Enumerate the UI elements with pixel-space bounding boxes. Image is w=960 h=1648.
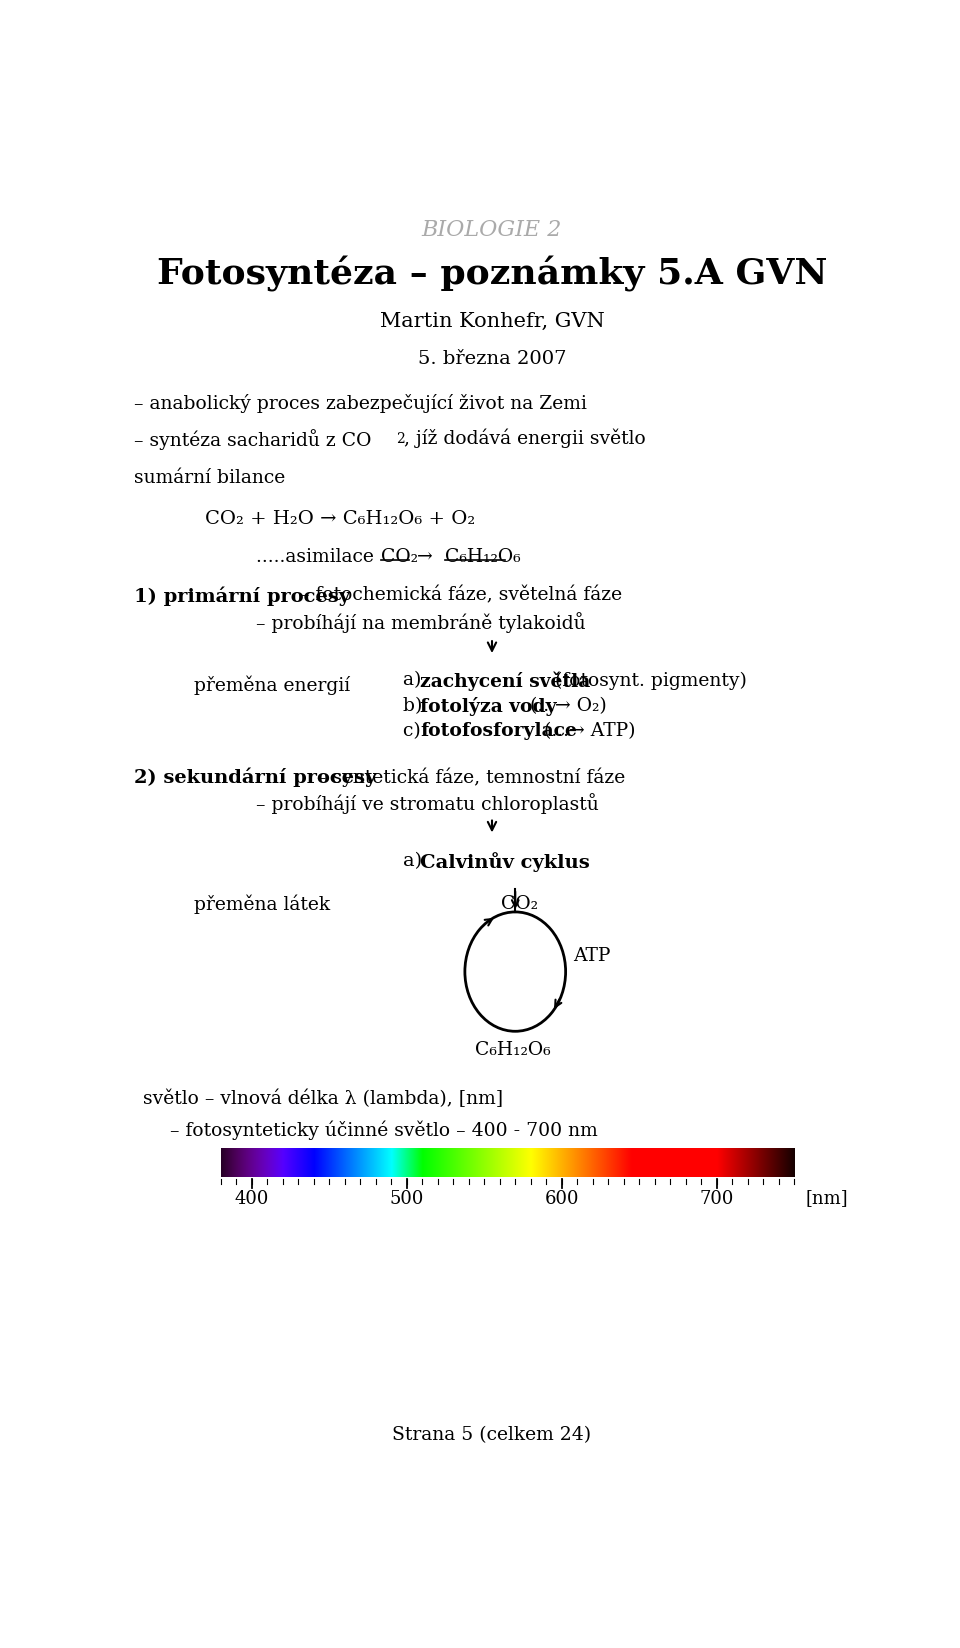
Text: a): a) [403, 852, 428, 870]
Text: CO₂ + H₂O → C₆H₁₂O₆ + O₂: CO₂ + H₂O → C₆H₁₂O₆ + O₂ [205, 509, 475, 527]
Text: ATP: ATP [573, 948, 611, 966]
Text: (...→ ATP): (...→ ATP) [538, 722, 636, 740]
Text: sumární bilance: sumární bilance [134, 468, 285, 486]
Text: (fotosynt. pigmenty): (fotosynt. pigmenty) [549, 671, 747, 689]
Text: 2) sekundární procesy: 2) sekundární procesy [134, 768, 376, 788]
Text: 5. března 2007: 5. března 2007 [418, 351, 566, 368]
Text: 500: 500 [390, 1190, 424, 1208]
Text: CO₂: CO₂ [381, 549, 419, 567]
Text: CO₂: CO₂ [501, 895, 539, 913]
Text: , jíž dodává energii světlo: , jíž dodává energii světlo [403, 428, 645, 448]
Text: →: → [411, 549, 439, 567]
Text: – probíhájí ve stromatu chloroplastů: – probíhájí ve stromatu chloroplastů [255, 793, 598, 814]
Text: přeměna látek: přeměna látek [194, 895, 329, 915]
Text: 400: 400 [234, 1190, 269, 1208]
Text: BIOLOGIE 2: BIOLOGIE 2 [421, 219, 563, 241]
Text: – syntetická fáze, temnostní fáze: – syntetická fáze, temnostní fáze [311, 768, 625, 788]
Text: přeměna energií: přeměna energií [194, 676, 349, 695]
Text: b): b) [403, 697, 428, 715]
Text: C₆H₁₂O₆: C₆H₁₂O₆ [444, 549, 520, 567]
Text: 2: 2 [396, 432, 405, 447]
Text: .....asimilace: .....asimilace [255, 549, 379, 567]
Text: [nm]: [nm] [805, 1190, 849, 1208]
Text: světlo – vlnová délka λ (lambda), [nm]: světlo – vlnová délka λ (lambda), [nm] [143, 1089, 503, 1107]
Text: 600: 600 [544, 1190, 579, 1208]
Text: Fotosyntéza – poznámky 5.A GVN: Fotosyntéza – poznámky 5.A GVN [156, 255, 828, 292]
Text: – probíhájí na membráně tylakoidů: – probíhájí na membráně tylakoidů [255, 611, 586, 633]
Text: Strana 5 (celkem 24): Strana 5 (celkem 24) [393, 1426, 591, 1444]
Text: – fotochemická fáze, světelná fáze: – fotochemická fáze, světelná fáze [295, 587, 622, 605]
Text: 1) primární procesy: 1) primární procesy [134, 587, 350, 606]
Text: – fotosynteticky účinné světlo – 400 - 700 nm: – fotosynteticky účinné světlo – 400 - 7… [170, 1121, 598, 1140]
Text: – anabolický proces zabezpečující život na Zemi: – anabolický proces zabezpečující život … [134, 394, 587, 414]
Text: zachycení světla: zachycení světla [420, 671, 590, 691]
Text: C₆H₁₂O₆: C₆H₁₂O₆ [475, 1042, 551, 1060]
Text: fotofosforylace: fotofosforylace [420, 722, 577, 740]
Text: (...→ O₂): (...→ O₂) [524, 697, 607, 715]
Text: c): c) [403, 722, 426, 740]
Text: a): a) [403, 671, 427, 689]
Text: fotolýza vody: fotolýza vody [420, 697, 557, 715]
Text: Martin Konhefr, GVN: Martin Konhefr, GVN [379, 311, 605, 331]
Text: 700: 700 [700, 1190, 734, 1208]
Text: Calvinův cyklus: Calvinův cyklus [420, 852, 589, 872]
Text: – syntéza sacharidů z CO: – syntéza sacharidů z CO [134, 428, 372, 450]
